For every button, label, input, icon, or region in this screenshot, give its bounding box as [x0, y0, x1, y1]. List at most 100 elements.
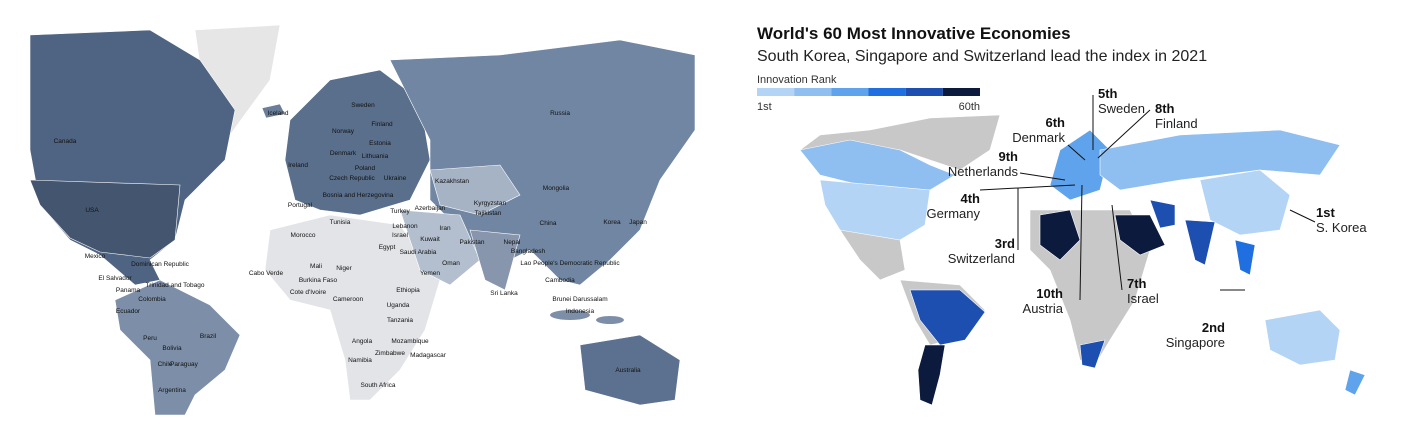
- subtitle: South Korea, Singapore and Switzerland l…: [757, 48, 1207, 65]
- country-label: Bangladesh: [511, 248, 546, 255]
- leader-line: [1289, 209, 1316, 223]
- algeria-r: [1039, 209, 1081, 261]
- rank-label: 3rd: [995, 236, 1015, 251]
- country-label: Switzerland: [948, 251, 1015, 266]
- rank-label: 10th: [1036, 286, 1063, 301]
- legend-swatch: [905, 88, 943, 96]
- argentina-r: [917, 344, 946, 406]
- country-label: Cameroon: [333, 296, 364, 303]
- india: [469, 229, 521, 291]
- leader-line: [979, 184, 1076, 191]
- rank-label: 9th: [999, 149, 1019, 164]
- country-label: Uganda: [387, 302, 410, 309]
- country-label: Peru: [143, 335, 157, 342]
- leader-line: [1111, 204, 1123, 291]
- rank-label: 5th: [1098, 86, 1118, 101]
- country-label: Israel: [392, 232, 408, 239]
- right-map: World's 60 Most Innovative Economies Sou…: [757, 24, 1368, 406]
- country-label: Denmark: [1012, 130, 1065, 145]
- leader-line: [1079, 184, 1083, 301]
- legend-title: Innovation Rank: [757, 74, 837, 86]
- islands: [596, 316, 624, 324]
- rank-label: 1st: [1316, 205, 1335, 220]
- middle-east: [399, 209, 481, 286]
- country-label: Kyrgyzstan: [474, 200, 507, 207]
- country-label: Bosnia and Herzegovina: [323, 192, 394, 199]
- legend-swatch: [868, 88, 906, 96]
- indonesia-shape: [550, 310, 590, 320]
- canada-r: [799, 139, 956, 191]
- left-labels: Canada USA Mexico Dominican Republic El Salv…: [54, 102, 648, 394]
- country-label: Singapore: [1166, 335, 1225, 350]
- country-label: Russia: [550, 110, 570, 117]
- legend-swatch: [831, 88, 869, 96]
- country-label: Sweden: [351, 102, 375, 109]
- country-label: Ireland: [288, 162, 308, 169]
- country-label: China: [540, 220, 557, 227]
- europe: [284, 69, 431, 216]
- legend-min: 1st: [757, 101, 772, 113]
- country-label: Morocco: [291, 232, 316, 239]
- country-label: Dominican Republic: [131, 261, 190, 268]
- country-label: Lebanon: [392, 223, 418, 230]
- country-label: El Salvador: [98, 275, 132, 282]
- country-label: Cabo Verde: [249, 270, 284, 277]
- country-label: USA: [85, 207, 99, 214]
- country-label: Ecuador: [116, 308, 141, 315]
- country-label: Portugal: [288, 202, 313, 209]
- country-label: Tanzania: [387, 317, 413, 324]
- country-label: Mozambique: [391, 338, 429, 345]
- country-label: Tunisia: [330, 219, 351, 226]
- country-label: Lao People's Democratic Republic: [520, 260, 620, 267]
- country-label: Israel: [1127, 291, 1159, 306]
- india-r: [1184, 219, 1216, 266]
- china-r: [1199, 169, 1291, 236]
- country-label: Yemen: [420, 270, 440, 277]
- country-label: Finland: [1155, 116, 1198, 131]
- country-label: Australia: [615, 367, 641, 374]
- legend: [757, 88, 980, 96]
- country-label: Trinidad and Tobago: [146, 282, 205, 289]
- country-label: Egypt: [379, 244, 396, 251]
- country-label: Netherlands: [948, 164, 1019, 179]
- country-label: Korea: [603, 219, 621, 226]
- country-label: Canada: [54, 138, 77, 145]
- legend-swatch: [942, 88, 980, 96]
- australia-r: [1264, 309, 1341, 366]
- country-label: Paraguay: [170, 361, 199, 368]
- country-label: Oman: [442, 260, 460, 267]
- legend-swatch: [757, 88, 795, 96]
- rank-label: 6th: [1046, 115, 1066, 130]
- country-label: Mexico: [85, 253, 106, 260]
- country-label: Colombia: [138, 296, 166, 303]
- africa: [264, 214, 441, 401]
- country-label: Namibia: [348, 357, 372, 364]
- country-label: Chile: [158, 361, 173, 368]
- country-label: Kuwait: [420, 236, 440, 243]
- rank-label: 7th: [1127, 276, 1147, 291]
- country-label: Brunei Darussalam: [552, 296, 607, 303]
- south-africa-r: [1079, 339, 1106, 369]
- iceland-shape: [261, 103, 286, 119]
- country-label: Denmark: [330, 150, 357, 157]
- country-label: Ethiopia: [396, 287, 420, 294]
- country-label: Burkina Faso: [299, 277, 338, 284]
- legend-max: 60th: [959, 101, 980, 113]
- saudi-r: [1114, 214, 1166, 256]
- brazil-r: [909, 289, 986, 346]
- nz-r: [1344, 369, 1366, 396]
- country-label: Sweden: [1098, 101, 1145, 116]
- title: World's 60 Most Innovative Economies: [757, 24, 1071, 43]
- country-label: Mali: [310, 263, 322, 270]
- rank-label: 4th: [961, 191, 981, 206]
- country-label: Poland: [355, 165, 376, 172]
- country-label: Sri Lanka: [490, 290, 518, 297]
- country-label: Czech Republic: [329, 175, 375, 182]
- leader-line: [1019, 172, 1066, 181]
- rank-label: 2nd: [1202, 320, 1225, 335]
- country-label: Ukraine: [384, 175, 407, 182]
- country-label: Pakistan: [460, 239, 485, 246]
- country-label: Iran: [439, 225, 451, 232]
